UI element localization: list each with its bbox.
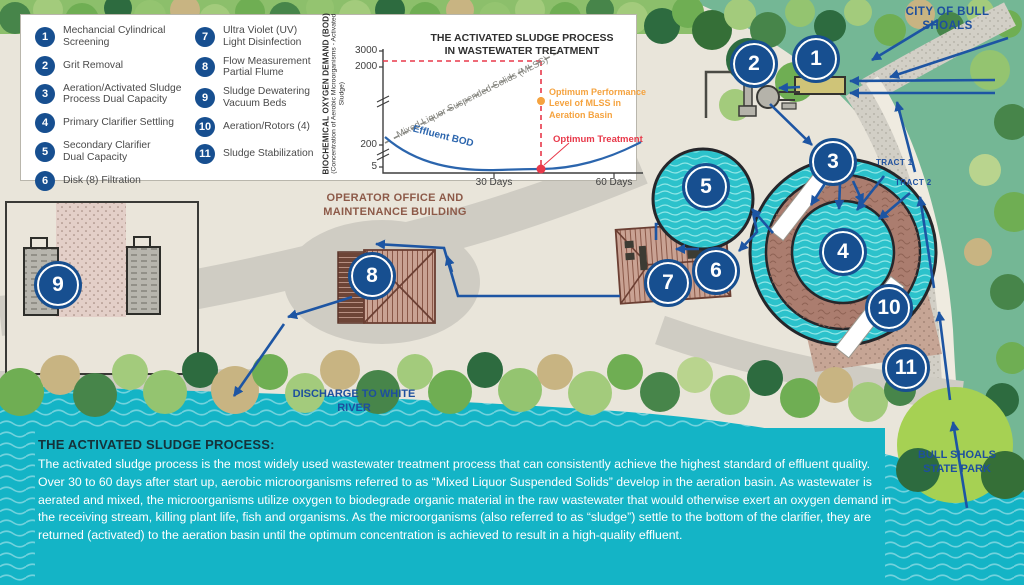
legend-badge-7: 7 — [195, 26, 215, 47]
xtick-60-days: 60 Days — [595, 177, 633, 188]
marker-6: 6 — [692, 247, 740, 295]
marker-1: 1 — [792, 35, 840, 83]
park-green — [690, 0, 1024, 525]
legend-item-9: 9 Sludge Dewatering Vacuum Beds — [195, 86, 353, 110]
legend-badge-3: 3 — [35, 84, 55, 105]
ytick-200: 200 — [360, 139, 377, 150]
tract2-label: TRACT 2 — [895, 178, 932, 187]
bod-chart-plot — [376, 49, 643, 178]
legend-item-10: 10 Aeration/Rotors (4) — [195, 116, 353, 137]
legend-badge-5: 5 — [35, 142, 55, 163]
discharge-label: DISCHARGE TO WHITE RIVER — [292, 388, 416, 414]
legend-badge-8: 8 — [195, 57, 215, 78]
effluent-bod-curve — [384, 136, 642, 172]
optimum-treatment-dot — [536, 164, 546, 174]
legend-item-11: 11 Sludge Stabilization — [195, 143, 353, 164]
marker-7: 7 — [644, 259, 692, 307]
chart-title: THE ACTIVATED SLUDGE PROCESS IN WASTEWAT… — [430, 32, 614, 57]
marker-2: 2 — [730, 40, 778, 88]
city-label: CITY OF BULL SHOALS — [905, 6, 990, 33]
legend-badge-10: 10 — [195, 116, 215, 137]
legend-item-7: 7 Ultra Violet (UV) Light Disinfection — [195, 25, 353, 49]
legend-item-8: 8 Flow Measurement Partial Flume — [195, 56, 353, 80]
legend-badge-9: 9 — [195, 88, 215, 109]
info-panel: 1 Mechancial Cylindrical Screening 2 Grit… — [20, 13, 646, 191]
mlss-line — [384, 51, 560, 144]
legend-badge-11: 11 — [195, 143, 215, 164]
bod-chart: THE ACTIVATED SLUDGE PROCESS IN WASTEWAT… — [355, 31, 657, 193]
optimum-treatment-annotation: Optimum Treatment — [553, 134, 643, 145]
state-park-label: BULL SHOALS STATE PARK — [917, 449, 997, 475]
legend-item-1: 1 Mechancial Cylindrical Screening — [35, 25, 193, 49]
legend-badge-4: 4 — [35, 113, 55, 134]
vacuum-beds-area — [5, 201, 199, 375]
grit-removal-unit — [704, 70, 800, 118]
legend-badge-6: 6 — [35, 170, 55, 191]
flow-arrows — [232, 18, 1009, 509]
optimum-guide-lines — [383, 60, 542, 169]
legend-item-5: 5 Secondary Clarifier Dual Capacity — [35, 140, 193, 164]
footer-backdrop — [35, 428, 885, 585]
marker-3: 3 — [809, 138, 857, 186]
legend-item-3: 3 Aeration/Activated Sludge Process Dual … — [35, 83, 193, 107]
chart-y-axis-label: BIOCHEMICAL OXYGEN DEMAND (BOD) (Concent… — [321, 12, 346, 175]
legend-item-4: 4 Primary Clarifier Settling — [35, 113, 193, 134]
marker-9: 9 — [34, 261, 82, 309]
operator-office-label: OPERATOR OFFICE AND MAINTENANCE BUILDING — [323, 192, 467, 218]
optimum-performance-dot — [537, 97, 545, 105]
marker-11: 11 — [882, 344, 930, 392]
footer-heading: THE ACTIVATED SLUDGE PROCESS: — [38, 437, 275, 452]
legend-item-6: 6 Disk (8) Filtration — [35, 170, 193, 191]
xtick-30-days: 30 Days — [475, 177, 513, 188]
tract1-label: TRACT 1 — [876, 158, 913, 167]
footer-description: THE ACTIVATED SLUDGE PROCESS: The activa… — [38, 437, 898, 545]
marker-10: 10 — [865, 284, 913, 332]
marker-8: 8 — [348, 252, 396, 300]
legend-badge-1: 1 — [35, 26, 55, 47]
marker-4: 4 — [819, 228, 867, 276]
ytick-3000: 3000 — [355, 45, 378, 56]
footer-body: The activated sludge process is the most… — [38, 457, 892, 543]
optimum-performance-annotation: Optimum Performance Level of MLSS in Aer… — [549, 87, 647, 120]
ytick-5: 5 — [371, 161, 377, 172]
legend-badge-2: 2 — [35, 55, 55, 76]
marker-5: 5 — [682, 163, 730, 211]
trees-riverbank — [0, 350, 1024, 503]
legend-item-2: 2 Grit Removal — [35, 55, 193, 76]
ytick-2000: 2000 — [355, 61, 378, 72]
